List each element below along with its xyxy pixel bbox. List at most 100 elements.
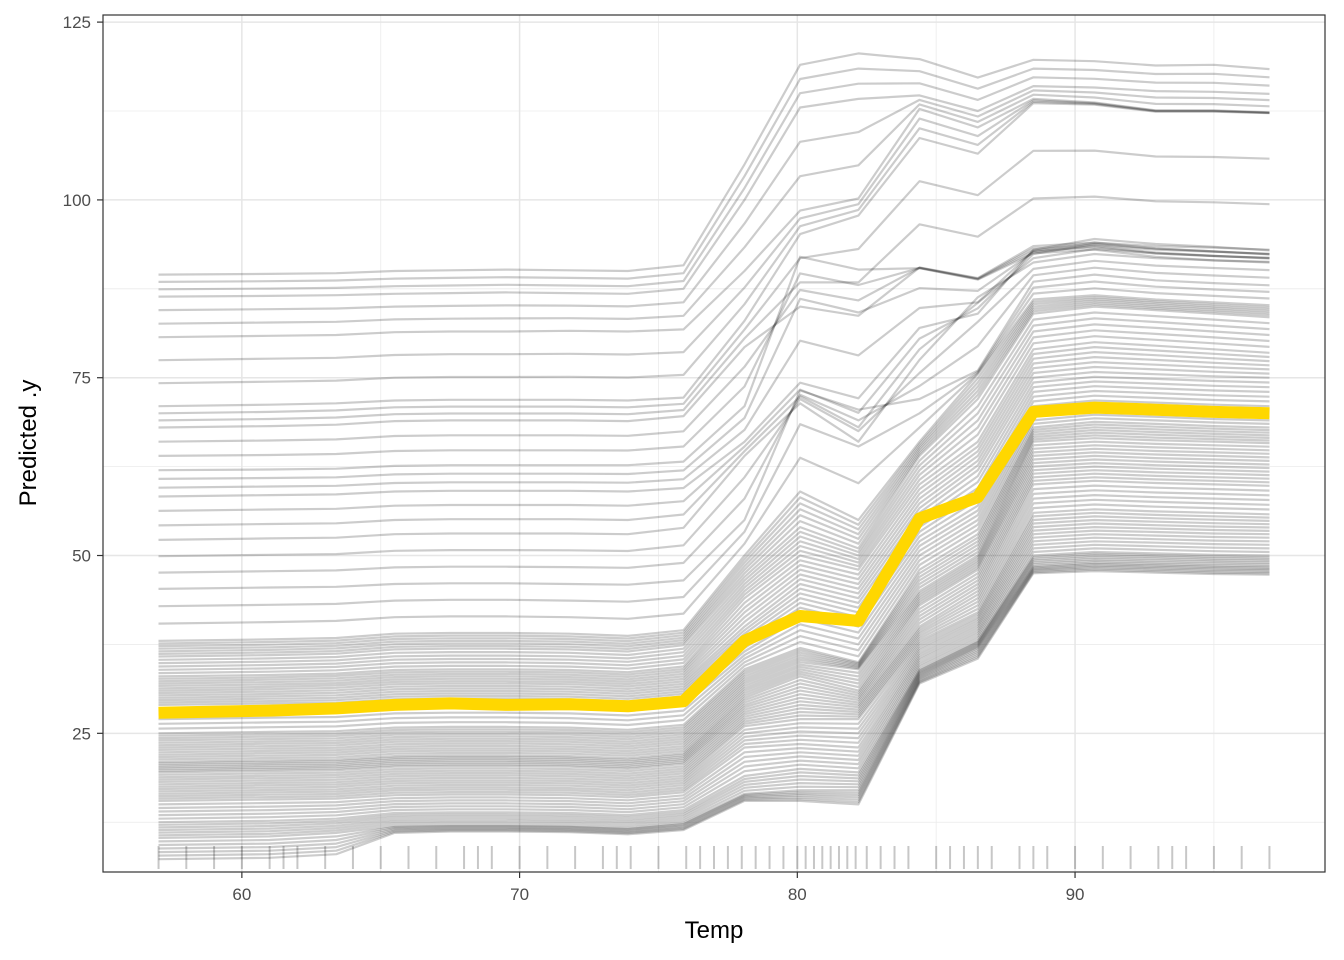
rug-marks bbox=[157, 846, 1271, 869]
ice-line bbox=[158, 195, 1270, 422]
ice-line bbox=[158, 472, 1270, 770]
ice-line bbox=[158, 469, 1270, 769]
ice-line bbox=[158, 511, 1270, 791]
ice-line bbox=[158, 417, 1270, 730]
ice-line bbox=[158, 543, 1270, 817]
ice-line bbox=[158, 522, 1270, 798]
ice-line bbox=[158, 568, 1270, 857]
x-tick-label: 90 bbox=[1066, 885, 1085, 904]
ice-line bbox=[158, 489, 1270, 779]
ice-line bbox=[158, 237, 1270, 498]
ice-line bbox=[158, 93, 1270, 325]
plot-panel bbox=[102, 14, 1326, 873]
ice-line bbox=[158, 434, 1270, 747]
y-axis: 25 50 75 100 125 bbox=[63, 13, 103, 743]
y-tick-label: 75 bbox=[72, 369, 91, 388]
x-tick-label: 70 bbox=[510, 885, 529, 904]
y-tick-label: 100 bbox=[63, 191, 91, 210]
ice-line bbox=[158, 100, 1270, 385]
ice-line bbox=[158, 437, 1270, 749]
ice-line bbox=[158, 550, 1270, 824]
ice-line bbox=[158, 413, 1270, 725]
ice-line bbox=[158, 564, 1270, 847]
ice-line bbox=[158, 297, 1270, 648]
ice-line bbox=[158, 444, 1270, 754]
ice-line bbox=[158, 565, 1270, 850]
x-tick-label: 80 bbox=[788, 885, 807, 904]
ice-line bbox=[158, 317, 1270, 665]
ice-line bbox=[158, 273, 1270, 590]
ice-line bbox=[158, 547, 1270, 820]
ice-line bbox=[158, 76, 1270, 291]
ice-line bbox=[158, 248, 1270, 472]
grid-minor bbox=[103, 15, 1325, 872]
x-axis-title: Temp bbox=[685, 917, 744, 944]
ice-line bbox=[158, 428, 1270, 742]
ice-line bbox=[158, 451, 1270, 759]
x-tick-label: 60 bbox=[232, 885, 251, 904]
ice-line bbox=[158, 380, 1270, 697]
ice-line bbox=[158, 52, 1270, 276]
ice-line bbox=[158, 301, 1270, 653]
ice-line bbox=[158, 447, 1270, 756]
y-tick-label: 50 bbox=[72, 547, 91, 566]
ice-line bbox=[158, 479, 1270, 774]
y-tick-label: 25 bbox=[72, 724, 91, 743]
ice-line bbox=[158, 241, 1270, 429]
ice-line bbox=[158, 503, 1270, 786]
ice-line bbox=[158, 287, 1270, 625]
ice-line bbox=[158, 67, 1270, 283]
ice-line bbox=[158, 570, 1270, 861]
ice-line bbox=[158, 559, 1270, 837]
panel-border bbox=[102, 14, 1326, 873]
ice-line bbox=[158, 294, 1270, 642]
ice-line bbox=[158, 280, 1270, 608]
ice-line bbox=[158, 296, 1270, 645]
panel-background bbox=[103, 15, 1325, 872]
ice-line bbox=[158, 518, 1270, 795]
y-axis-title: Predicted .y bbox=[15, 380, 42, 507]
ice-line bbox=[158, 305, 1270, 658]
ice-line bbox=[158, 246, 1270, 457]
ice-line bbox=[158, 85, 1270, 298]
ice-line bbox=[158, 245, 1270, 480]
ice-line bbox=[158, 375, 1270, 695]
ice-line bbox=[158, 515, 1270, 793]
ice-line bbox=[158, 351, 1270, 683]
ice-line bbox=[158, 99, 1270, 362]
ice-line bbox=[158, 440, 1270, 751]
ice-line bbox=[158, 567, 1270, 854]
ice-line bbox=[158, 346, 1270, 680]
ice-line bbox=[158, 476, 1270, 772]
ice-line bbox=[158, 561, 1270, 839]
ice-line bbox=[158, 498, 1270, 783]
ice-line bbox=[158, 335, 1270, 675]
ice-line bbox=[158, 556, 1270, 832]
ice-line bbox=[158, 102, 1270, 408]
ice-line bbox=[158, 494, 1270, 781]
ice-line bbox=[158, 323, 1270, 668]
ice-line bbox=[158, 241, 1270, 489]
ice-line bbox=[158, 266, 1270, 574]
average-line-group bbox=[158, 401, 1270, 719]
y-tick-label: 125 bbox=[63, 13, 91, 32]
ice-line bbox=[158, 356, 1270, 685]
ice-line bbox=[158, 420, 1270, 735]
ice-line bbox=[158, 533, 1270, 806]
ice-line bbox=[158, 243, 1270, 443]
ice-line bbox=[158, 431, 1270, 744]
ice-line bbox=[158, 426, 1270, 740]
ice-line bbox=[158, 540, 1270, 813]
ice-line bbox=[158, 458, 1270, 763]
ice-line bbox=[158, 529, 1270, 802]
ice-line bbox=[158, 259, 1270, 558]
ice-line bbox=[158, 423, 1270, 737]
ice-line bbox=[158, 465, 1270, 767]
ice-line bbox=[158, 252, 1270, 541]
ice-line bbox=[158, 365, 1270, 690]
ice-line bbox=[158, 97, 1270, 339]
ice-line bbox=[158, 341, 1270, 678]
ice-line bbox=[158, 484, 1270, 776]
ice-line bbox=[158, 558, 1270, 834]
